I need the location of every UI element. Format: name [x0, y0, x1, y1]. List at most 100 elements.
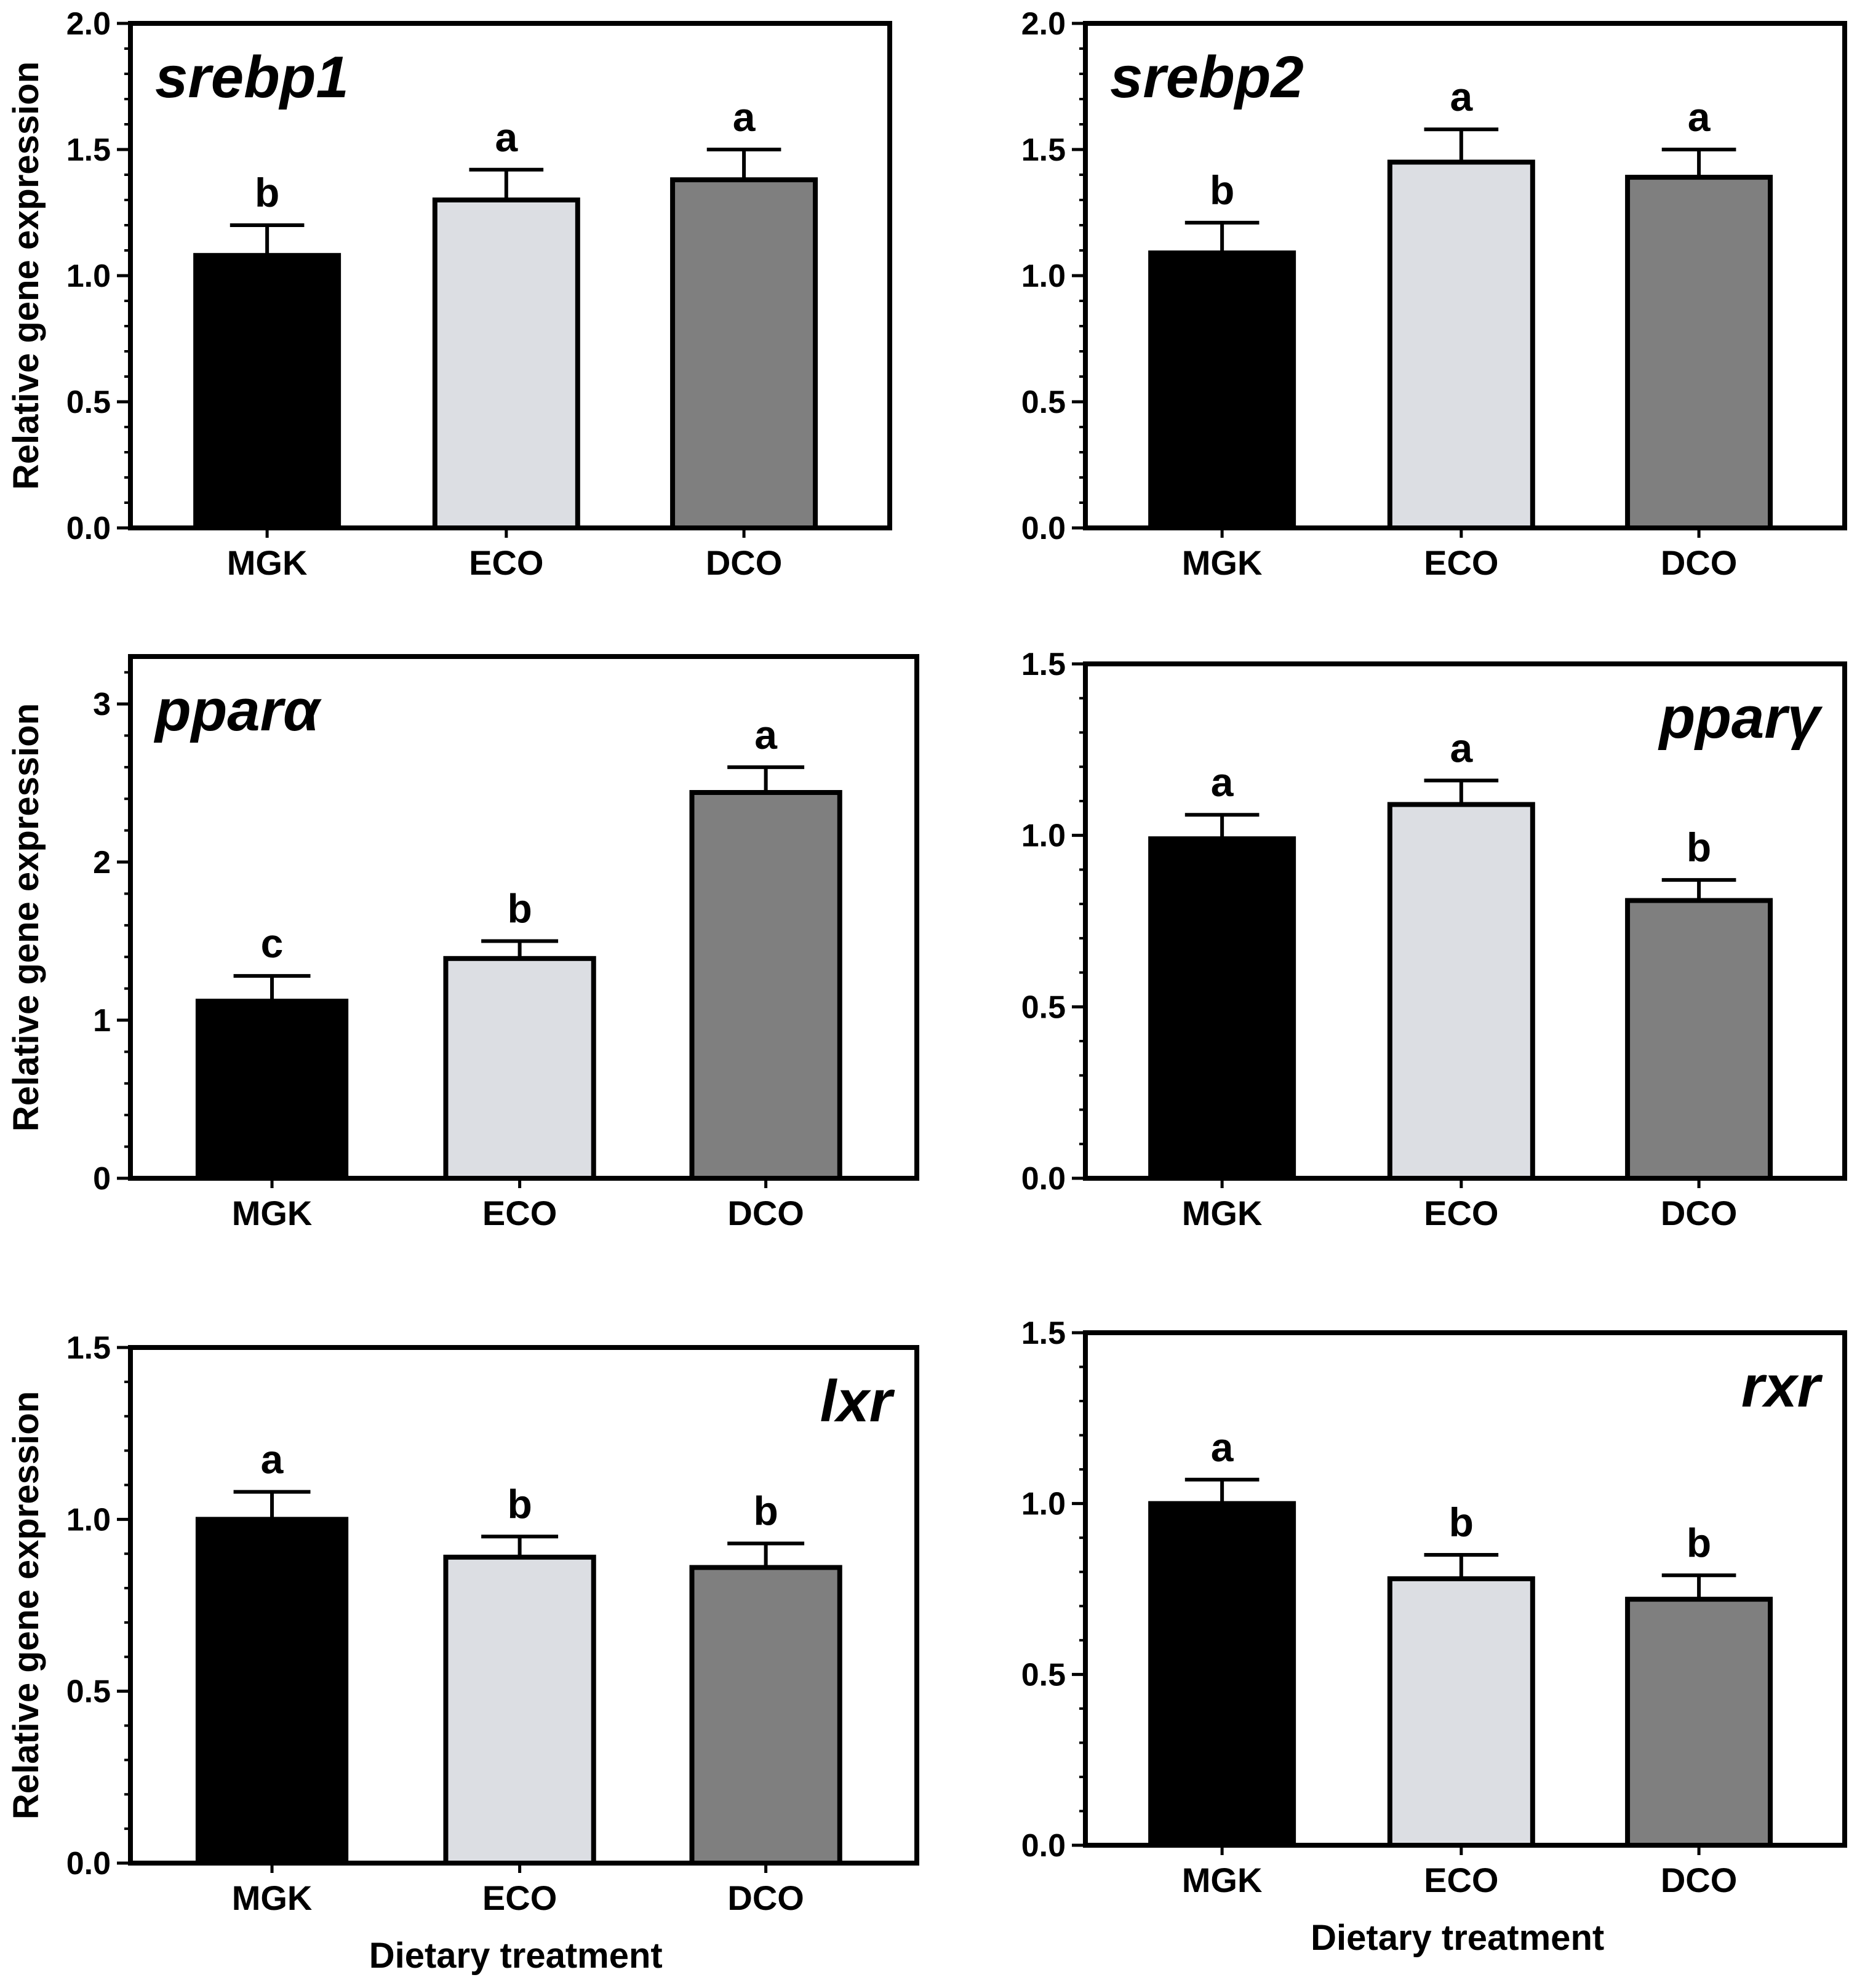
plot-frame — [128, 1345, 919, 1866]
y-tick-label: 1.0 — [66, 258, 111, 294]
bar-DCO — [1625, 175, 1773, 531]
category-label: DCO — [727, 1878, 804, 1917]
category-label: DCO — [727, 1194, 804, 1232]
panel-title: srebp1 — [155, 44, 349, 110]
significance-label: a — [261, 1437, 284, 1482]
x-axis-title: Dietary treatment — [369, 1936, 663, 1976]
bar-ECO — [1387, 802, 1535, 1181]
panel-srebp1: 0.0 0.5 1.0 1.5 2.0 b MGK a ECO a DCO srebp1 Relativ… — [6, 6, 892, 582]
panel-title: pparα — [153, 677, 322, 743]
significance-label: b — [507, 1481, 532, 1527]
panel-title: pparγ — [1658, 685, 1823, 751]
significance-label: b — [1210, 167, 1234, 213]
bar-MGK — [1148, 1501, 1296, 1848]
category-label: MGK — [227, 543, 308, 582]
panel-pparα: 0 1 2 3 c MGK b ECO a DCO pparα Relative gene expre… — [6, 654, 919, 1232]
y-tick-label: 0.5 — [1021, 385, 1066, 420]
category-label: DCO — [1661, 543, 1737, 582]
y-tick-label: 1.5 — [66, 1330, 111, 1366]
y-tick-label: 1.5 — [1021, 647, 1066, 682]
bar-MGK — [195, 1517, 349, 1866]
plot-frame — [128, 21, 892, 530]
category-label: MGK — [1182, 543, 1263, 582]
significance-label: b — [1687, 824, 1711, 870]
category-label: ECO — [1424, 543, 1498, 582]
y-tick-label: 2.0 — [1021, 6, 1066, 42]
y-tick-label: 0.0 — [1021, 1828, 1066, 1864]
y-tick-label: 0.5 — [1021, 989, 1066, 1025]
panel-rxr: 0.0 0.5 1.0 1.5 a MGK b ECO b DCO rxr Dietary treat… — [1021, 1315, 1847, 1958]
y-axis-title: Relative gene expression — [6, 1391, 46, 1819]
significance-label: a — [754, 712, 778, 757]
category-label: DCO — [706, 543, 782, 582]
y-tick-label: 1 — [93, 1003, 111, 1039]
y-tick-label: 1.0 — [1021, 818, 1066, 854]
bar-MGK — [1148, 836, 1296, 1181]
significance-label: a — [1211, 759, 1234, 805]
category-label: MGK — [1182, 1194, 1263, 1232]
plot-frame — [1083, 1330, 1847, 1848]
bar-DCO — [670, 177, 818, 530]
bar-ECO — [432, 198, 580, 530]
significance-label: a — [733, 94, 756, 140]
panel-lxr: 0.0 0.5 1.0 1.5 a MGK b ECO b DCO lxr Relative gene… — [6, 1330, 919, 1976]
y-tick-label: 1.5 — [1021, 132, 1066, 168]
significance-label: c — [261, 920, 284, 966]
plot-frame — [1083, 21, 1847, 530]
y-tick-label: 0.0 — [1021, 511, 1066, 546]
bar-ECO — [1387, 1576, 1535, 1848]
bar-ECO — [443, 956, 596, 1181]
category-label: ECO — [482, 1878, 557, 1917]
x-axis-title: Dietary treatment — [1311, 1918, 1604, 1958]
y-tick-label: 1.5 — [66, 132, 111, 168]
category-label: DCO — [1661, 1861, 1737, 1899]
category-label: MGK — [1182, 1861, 1263, 1899]
significance-label: a — [1450, 74, 1473, 119]
panel-title: srebp2 — [1110, 44, 1304, 110]
y-tick-label: 0 — [93, 1161, 111, 1197]
significance-label: a — [1688, 94, 1711, 140]
y-tick-label: 2.0 — [66, 6, 111, 42]
bar-ECO — [1387, 159, 1535, 530]
bar-DCO — [1625, 1597, 1773, 1848]
category-label: ECO — [1424, 1861, 1498, 1899]
y-axis-title: Relative gene expression — [6, 62, 46, 490]
y-tick-label: 1.0 — [66, 1502, 111, 1538]
plot-frame — [128, 654, 919, 1181]
y-tick-label: 1.0 — [1021, 258, 1066, 294]
panel-title: rxr — [1741, 1354, 1823, 1419]
significance-label: a — [1450, 725, 1473, 770]
y-tick-label: 0.5 — [66, 385, 111, 420]
y-tick-label: 1.0 — [1021, 1487, 1066, 1522]
bar-DCO — [689, 789, 842, 1181]
y-tick-label: 0.5 — [66, 1674, 111, 1710]
category-label: MGK — [232, 1878, 313, 1917]
bar-MGK — [195, 999, 349, 1181]
significance-label: b — [753, 1488, 778, 1533]
y-tick-label: 0.0 — [66, 1846, 111, 1882]
significance-label: a — [495, 114, 518, 160]
y-tick-label: 3 — [93, 687, 111, 722]
y-tick-label: 2 — [93, 845, 111, 880]
panel-title: lxr — [820, 1368, 895, 1434]
panel-srebp2: 0.0 0.5 1.0 1.5 2.0 b MGK a ECO a DCO srebp2 — [1021, 6, 1847, 582]
bar-MGK — [1148, 250, 1296, 530]
y-axis-title: Relative gene expression — [6, 703, 46, 1132]
bar-DCO — [1625, 898, 1773, 1181]
bar-DCO — [689, 1565, 842, 1866]
y-tick-label: 0.0 — [1021, 1161, 1066, 1197]
bar-MGK — [193, 253, 341, 530]
y-tick-label: 0.5 — [1021, 1657, 1066, 1693]
category-label: DCO — [1661, 1194, 1737, 1232]
category-label: ECO — [1424, 1194, 1498, 1232]
panel-pparγ: 0.0 0.5 1.0 1.5 a MGK a ECO b DCO pparγ — [1021, 647, 1847, 1232]
category-label: ECO — [469, 543, 543, 582]
bar-ECO — [443, 1554, 596, 1866]
significance-label: b — [1687, 1520, 1711, 1565]
y-tick-label: 1.5 — [1021, 1315, 1066, 1351]
significance-label: b — [255, 170, 279, 215]
significance-label: b — [1449, 1499, 1474, 1545]
category-label: ECO — [482, 1194, 557, 1232]
plot-frame — [1083, 661, 1847, 1181]
